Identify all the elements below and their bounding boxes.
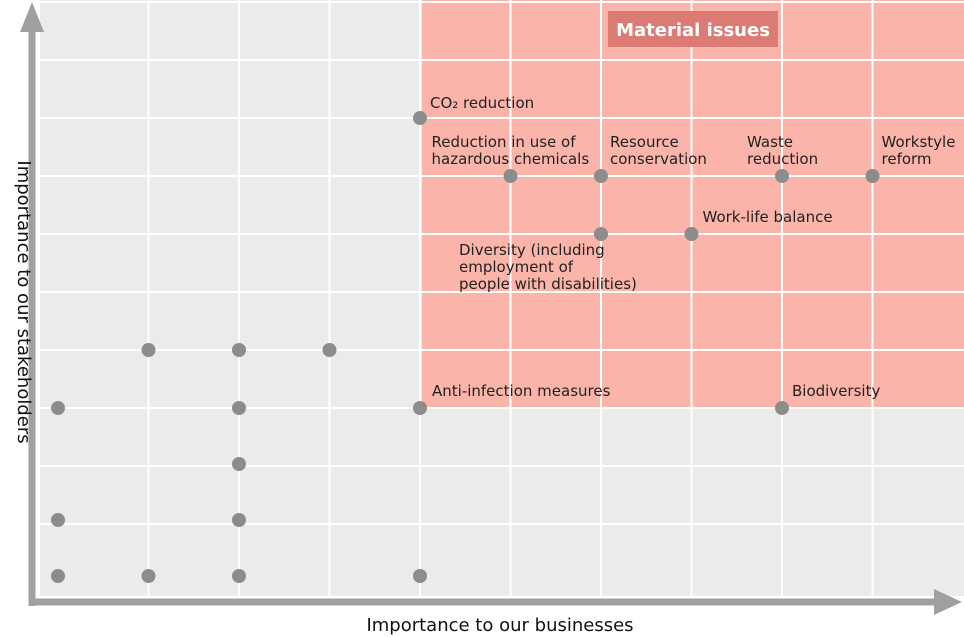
material-issues-badge: Material issues xyxy=(608,11,778,47)
data-point xyxy=(503,169,518,183)
data-label-line: hazardous chemicals xyxy=(432,150,590,168)
material-issues-badge-box xyxy=(608,11,778,47)
data-point xyxy=(51,401,65,415)
axes xyxy=(20,2,962,615)
data-label: Biodiversity xyxy=(792,382,880,400)
data-point xyxy=(413,569,427,583)
data-point xyxy=(232,401,246,415)
data-label: Resource conservation xyxy=(610,133,707,168)
data-point xyxy=(232,457,246,471)
x-axis-title: Importance to our businesses xyxy=(366,615,633,636)
data-point xyxy=(775,401,789,415)
data-points xyxy=(51,111,880,583)
data-label: Anti-infection measures xyxy=(432,382,611,400)
data-point xyxy=(141,569,156,583)
data-label: Reduction in use of hazardous chemicals xyxy=(432,133,590,168)
data-label-line: Work-life balance xyxy=(703,208,833,226)
data-point xyxy=(594,169,608,183)
data-point xyxy=(141,343,156,357)
data-point xyxy=(51,513,65,527)
data-label: CO₂ reduction xyxy=(430,94,534,112)
data-point xyxy=(232,343,246,357)
data-point-labels: CO₂ reduction Reduction in use of hazardou… xyxy=(430,94,955,400)
data-label-line: reform xyxy=(882,150,932,168)
material-issues-zone xyxy=(422,0,964,408)
x-axis-arrow xyxy=(934,589,962,615)
data-point xyxy=(775,169,789,183)
data-label-line: employment of xyxy=(459,258,574,276)
data-point xyxy=(51,569,65,583)
y-axis-title: Importance to our stakeholders xyxy=(13,160,34,443)
data-label-line: reduction xyxy=(747,150,818,168)
data-label-line: CO₂ reduction xyxy=(430,94,534,112)
data-label-line: Diversity (including xyxy=(459,241,605,259)
data-label: Diversity (including employment of people … xyxy=(459,241,637,293)
data-label-line: conservation xyxy=(610,150,707,168)
data-label-line: people with disabilities) xyxy=(459,275,637,293)
data-point xyxy=(684,227,699,241)
data-point xyxy=(594,227,608,241)
grid-lines xyxy=(40,0,964,596)
data-point xyxy=(865,169,880,183)
data-label-line: Resource xyxy=(610,133,679,151)
material-issues-badge-label: Material issues xyxy=(616,20,770,41)
data-label-line: Waste xyxy=(747,133,793,151)
data-point xyxy=(232,569,246,583)
data-point xyxy=(322,343,337,357)
y-axis-arrow xyxy=(20,2,44,32)
data-point xyxy=(413,401,427,415)
data-label-line: Biodiversity xyxy=(792,382,880,400)
data-point xyxy=(413,111,427,125)
data-label: Work-life balance xyxy=(703,208,833,226)
data-label-line: Reduction in use of xyxy=(432,133,577,151)
data-point xyxy=(232,513,246,527)
data-label: Workstyle reform xyxy=(882,133,956,168)
data-label-line: Anti-infection measures xyxy=(432,382,611,400)
data-label-line: Workstyle xyxy=(882,133,956,151)
data-label: Waste reduction xyxy=(747,133,818,168)
